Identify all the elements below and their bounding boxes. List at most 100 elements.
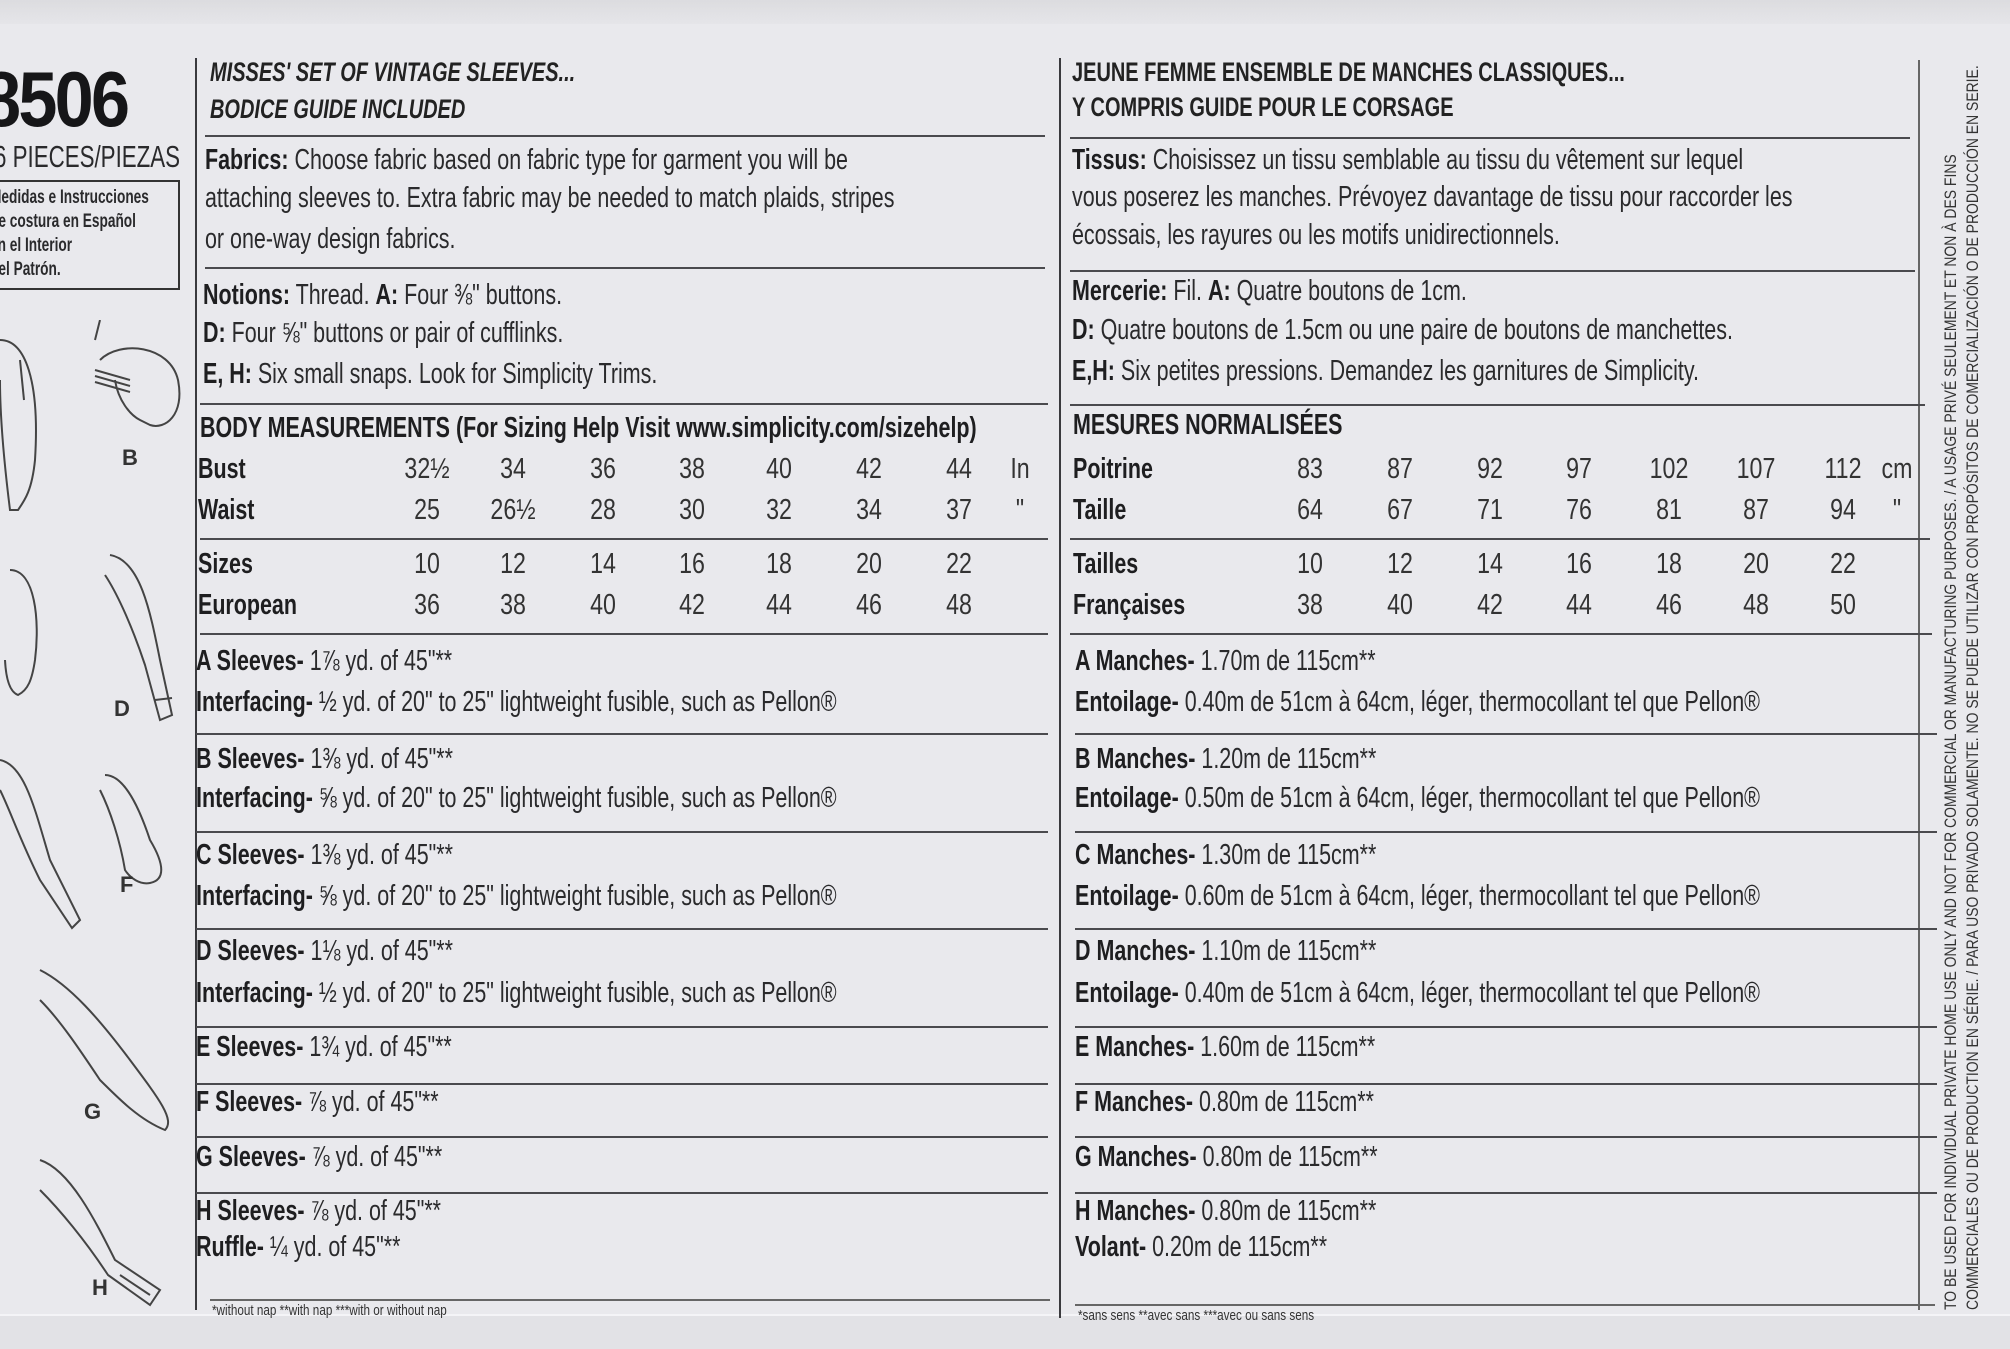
yardage-text: 1¾ yd. of 45"**	[303, 1031, 452, 1063]
table-cell: 87	[1387, 453, 1413, 485]
divider	[1075, 1304, 1935, 1306]
table-unit: In	[1010, 453, 1030, 485]
divider	[1075, 831, 1937, 833]
yardage-label: E Manches-	[1075, 1031, 1195, 1063]
yardage-text: 1.20m de 115cm**	[1195, 743, 1377, 775]
divider	[196, 1136, 1048, 1138]
yardage-row: H Sleeves- ⅞ yd. of 45"**	[196, 1194, 441, 1228]
illustration-label-d: D	[114, 696, 130, 721]
sleeve-h-drawing	[39, 1159, 162, 1307]
yardage-label: A Sleeves-	[196, 645, 304, 677]
notions-text: Four ⅜" buttons.	[398, 279, 563, 311]
table-cell: 20	[1743, 548, 1769, 580]
table-cell: 37	[946, 494, 972, 526]
yardage-row: C Sleeves- 1⅜ yd. of 45"**	[196, 838, 453, 872]
table-cell: 44	[946, 453, 972, 485]
divider	[200, 633, 1048, 635]
yardage-row: G Sleeves- ⅞ yd. of 45"**	[196, 1140, 442, 1174]
yardage-subrow: Ruffle- ¼ yd. of 45"**	[196, 1230, 400, 1264]
table-row-label: Tailles	[1073, 548, 1139, 580]
divider	[1070, 633, 1932, 635]
table-cell: 44	[766, 589, 792, 621]
table-row-label: Taille	[1073, 494, 1127, 526]
table-cell: 12	[500, 548, 526, 580]
illustration-label-g: G	[84, 1099, 102, 1124]
yardage-text: 0.80m de 115cm**	[1196, 1141, 1378, 1173]
fabrics-line: Fabrics: Choose fabric based on fabric t…	[205, 143, 848, 177]
yardage-text: ⅞ yd. of 45"**	[305, 1141, 443, 1173]
yardage-subrow: Interfacing- ½ yd. of 20" to 25" lightwe…	[196, 685, 837, 719]
sleeve-illustrations	[0, 320, 181, 1307]
table-row-label: Françaises	[1073, 589, 1186, 621]
table-cell: 92	[1477, 453, 1503, 485]
illustration-label-h: H	[92, 1275, 108, 1300]
table-cell: 32½	[404, 453, 450, 485]
yardage-sub-text: 0.20m de 115cm**	[1146, 1231, 1328, 1263]
spanish-note-line: de costura en Español	[0, 211, 136, 232]
yardage-label: G Manches-	[1075, 1141, 1197, 1173]
yardage-sub-text: ⅝ yd. of 20" to 25" lightweight fusible,…	[312, 782, 837, 814]
yardage-sub-label: Interfacing-	[196, 686, 313, 718]
tissus-line: Tissus: Choisissez un tissu semblable au…	[1072, 143, 1743, 177]
fabrics-line: attaching sleeves to. Extra fabric may b…	[205, 182, 895, 214]
yardage-row: H Manches- 0.80m de 115cm**	[1075, 1194, 1376, 1228]
table-cell: 40	[1387, 589, 1413, 621]
yardage-sub-text: 0.40m de 51cm à 64cm, léger, thermocolla…	[1178, 686, 1760, 718]
yardage-sub-label: Entoilage-	[1075, 880, 1179, 912]
spanish-note-box: Medidas e Instrucciones de costura en Es…	[0, 180, 180, 290]
yardage-subrow: Interfacing- ½ yd. of 20" to 25" lightwe…	[196, 976, 837, 1010]
table-cell: 102	[1649, 453, 1689, 485]
table-cell: 36	[414, 589, 440, 621]
yardage-text: 1.30m de 115cm**	[1195, 839, 1377, 871]
table-cell: 16	[1566, 548, 1592, 580]
french-title-2: Y COMPRIS GUIDE POUR LE CORSAGE	[1072, 92, 1454, 122]
sleeve-e-drawing	[0, 759, 82, 930]
column-divider-right	[1918, 60, 1920, 1310]
divider	[196, 1192, 1048, 1194]
divider	[205, 135, 1045, 137]
yardage-label: G Sleeves-	[196, 1141, 306, 1173]
yardage-subrow: Entoilage- 0.60m de 51cm à 64cm, léger, …	[1075, 879, 1760, 913]
divider	[1075, 928, 1937, 930]
french-footnote: *sans sens **avec sans ***avec ou sans s…	[1078, 1307, 1315, 1324]
yardage-sub-label: Volant-	[1075, 1231, 1147, 1263]
legal-line-1: TO BE USED FOR INDIVIDUAL PRIVATE HOME U…	[1941, 154, 1960, 1310]
notions-line: D: Four ⅝" buttons or pair of cufflinks.	[203, 316, 563, 350]
english-footnote: *without nap **with nap ***with or witho…	[212, 1302, 447, 1319]
yardage-text: ⅞ yd. of 45"**	[302, 1086, 439, 1118]
yardage-row: F Sleeves- ⅞ yd. of 45"**	[196, 1085, 439, 1119]
table-cell: 44	[1566, 589, 1592, 621]
divider	[200, 403, 1048, 405]
divider	[196, 1083, 1048, 1085]
table-cell: 10	[1297, 548, 1323, 580]
table-cell: 20	[856, 548, 882, 580]
yardage-row: A Manches- 1.70m de 115cm**	[1075, 644, 1376, 678]
table-cell: 42	[856, 453, 882, 485]
legal-line-2: COMMERCIALES OU DE PRODUCTION EN SÉRIE. …	[1963, 65, 1982, 1310]
notions-text: Four ⅝" buttons or pair of cufflinks.	[225, 317, 564, 349]
table-row-label: Waist	[198, 494, 255, 526]
tissus-label: Tissus:	[1072, 144, 1147, 176]
english-title-2: BODICE GUIDE INCLUDED	[210, 94, 466, 124]
pattern-envelope-back	[0, 24, 2010, 1314]
table-cell: 38	[500, 589, 526, 621]
table-cell: 64	[1297, 494, 1323, 526]
yardage-text: 1.10m de 115cm**	[1195, 935, 1377, 967]
yardage-sub-text: ¼ yd. of 45"**	[263, 1231, 401, 1263]
notions-label: Notions:	[203, 279, 291, 311]
mercerie-text: Fil.	[1167, 275, 1208, 307]
table-row-label: Sizes	[198, 548, 253, 580]
yardage-label: F Manches-	[1075, 1086, 1194, 1118]
divider	[1075, 1136, 1937, 1138]
table-cell: 22	[946, 548, 972, 580]
yardage-text: 1.70m de 115cm**	[1194, 645, 1376, 677]
divider	[196, 733, 1048, 735]
yardage-text: 1⅛ yd. of 45"**	[304, 935, 453, 967]
yardage-row: B Sleeves- 1⅜ yd. of 45"**	[196, 742, 453, 776]
yardage-row: E Manches- 1.60m de 115cm**	[1075, 1030, 1375, 1064]
yardage-sub-label: Interfacing-	[196, 977, 313, 1009]
mercerie-label: Mercerie:	[1072, 275, 1168, 307]
fabrics-label: Fabrics:	[205, 144, 289, 176]
table-cell: 46	[1656, 589, 1682, 621]
yardage-text: 1⅜ yd. of 45"**	[304, 743, 453, 775]
